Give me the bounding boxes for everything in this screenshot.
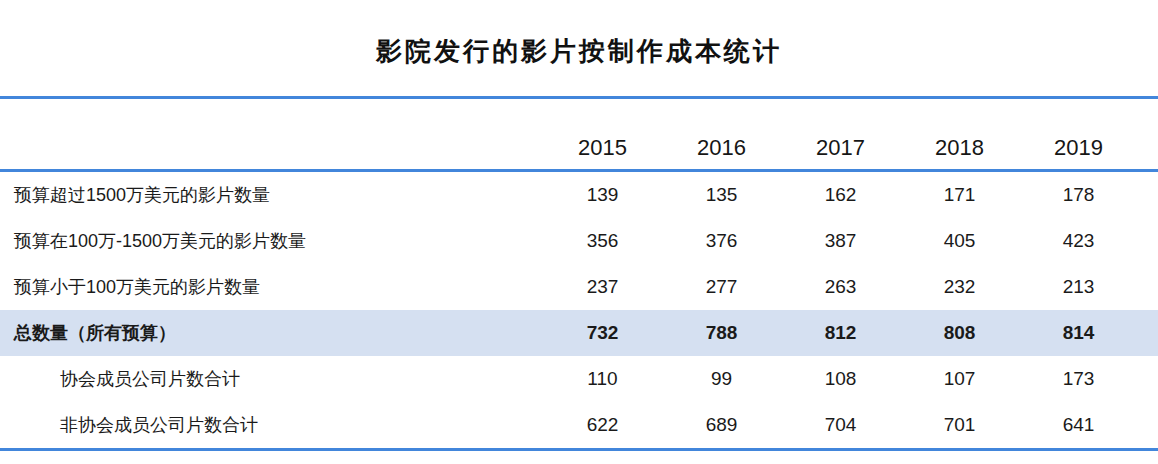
row-label: 非协会成员公司片数合计 [0, 413, 543, 437]
value-cell: 173 [1019, 368, 1138, 390]
value-cell: 135 [662, 184, 781, 206]
value-cell: 178 [1019, 184, 1138, 206]
value-cell: 812 [781, 322, 900, 344]
col-header-2016: 2016 [662, 135, 781, 161]
table-row-budget-over-15m: 预算超过1500万美元的影片数量 139 135 162 171 178 [0, 172, 1158, 218]
value-cell: 622 [543, 414, 662, 436]
table-body: 预算超过1500万美元的影片数量 139 135 162 171 178 预算在… [0, 172, 1158, 448]
value-cell: 814 [1019, 322, 1138, 344]
value-cell: 237 [543, 276, 662, 298]
row-label: 预算小于100万美元的影片数量 [0, 275, 543, 299]
row-label: 总数量（所有预算） [0, 321, 543, 345]
value-cell: 277 [662, 276, 781, 298]
col-header-2015: 2015 [543, 135, 662, 161]
statistics-table-page: 影院发行的影片按制作成本统计 2015 2016 2017 2018 2019 … [0, 0, 1158, 464]
table-row-budget-under-1m: 预算小于100万美元的影片数量 237 277 263 232 213 [0, 264, 1158, 310]
value-cell: 387 [781, 230, 900, 252]
col-header-2019: 2019 [1019, 135, 1138, 161]
table-row-nonmember-companies: 非协会成员公司片数合计 622 689 704 701 641 [0, 402, 1158, 448]
value-cell: 171 [900, 184, 1019, 206]
value-cell: 110 [543, 368, 662, 390]
value-cell: 423 [1019, 230, 1138, 252]
value-cell: 788 [662, 322, 781, 344]
value-cell: 356 [543, 230, 662, 252]
value-cell: 139 [543, 184, 662, 206]
value-cell: 108 [781, 368, 900, 390]
value-cell: 704 [781, 414, 900, 436]
value-cell: 689 [662, 414, 781, 436]
page-title: 影院发行的影片按制作成本统计 [0, 34, 1158, 69]
value-cell: 701 [900, 414, 1019, 436]
row-label: 预算在100万-1500万美元的影片数量 [0, 229, 543, 253]
value-cell: 213 [1019, 276, 1138, 298]
row-label: 预算超过1500万美元的影片数量 [0, 183, 543, 207]
table-header-row: 2015 2016 2017 2018 2019 [0, 99, 1158, 169]
value-cell: 162 [781, 184, 900, 206]
value-cell: 107 [900, 368, 1019, 390]
table-row-total: 总数量（所有预算） 732 788 812 808 814 [0, 310, 1158, 356]
value-cell: 641 [1019, 414, 1138, 436]
value-cell: 376 [662, 230, 781, 252]
value-cell: 808 [900, 322, 1019, 344]
row-label: 协会成员公司片数合计 [0, 367, 543, 391]
value-cell: 405 [900, 230, 1019, 252]
col-header-2018: 2018 [900, 135, 1019, 161]
value-cell: 99 [662, 368, 781, 390]
bottom-divider-line [0, 448, 1158, 451]
value-cell: 263 [781, 276, 900, 298]
table-row-budget-1m-15m: 预算在100万-1500万美元的影片数量 356 376 387 405 423 [0, 218, 1158, 264]
value-cell: 232 [900, 276, 1019, 298]
table-row-member-companies: 协会成员公司片数合计 110 99 108 107 173 [0, 356, 1158, 402]
col-header-2017: 2017 [781, 135, 900, 161]
value-cell: 732 [543, 322, 662, 344]
